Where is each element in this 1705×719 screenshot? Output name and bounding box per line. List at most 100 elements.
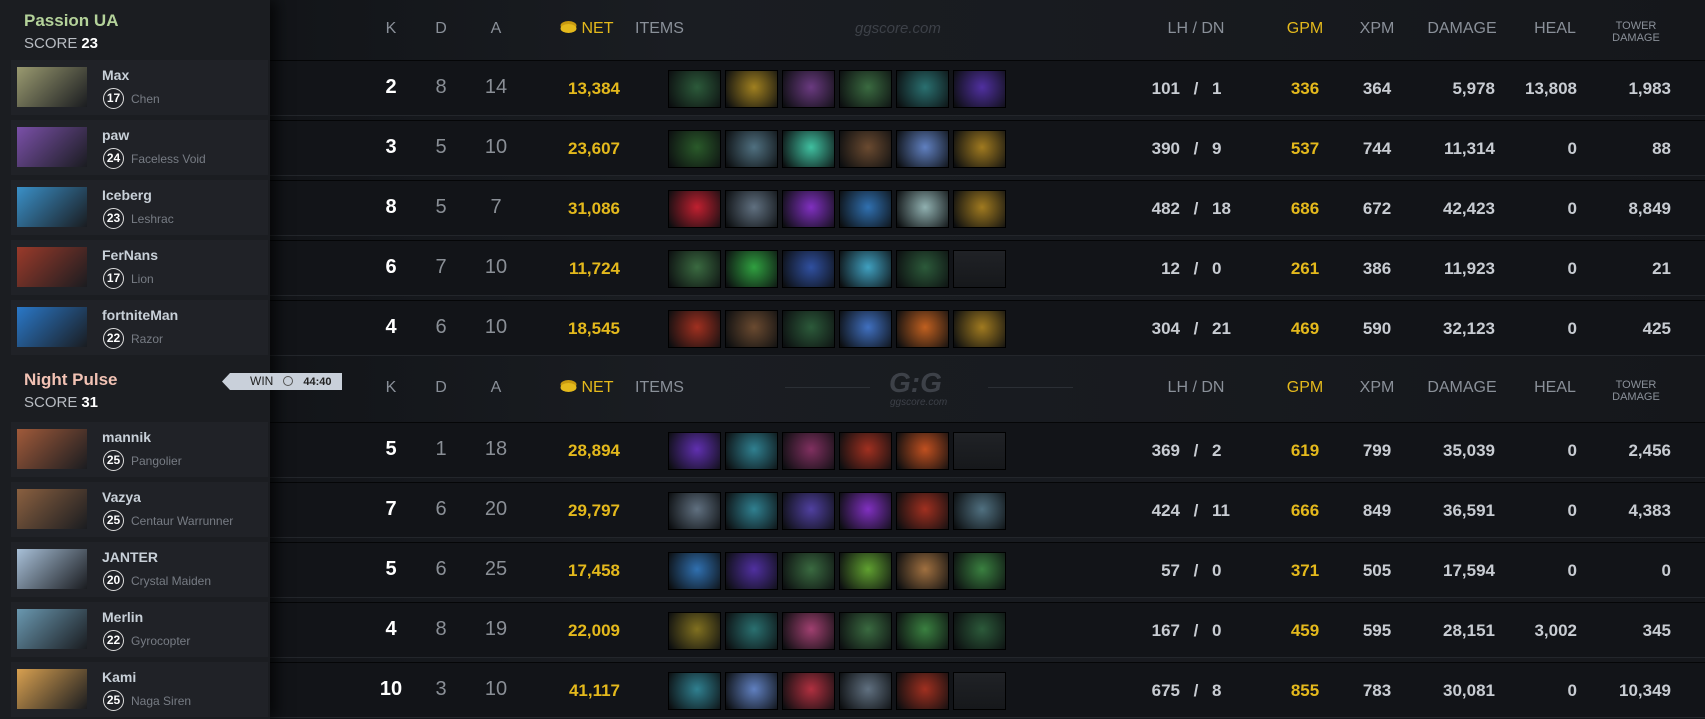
player-card[interactable]: Kami 25 Naga Siren <box>11 662 268 717</box>
item-slot[interactable] <box>725 310 778 348</box>
player-card[interactable]: FerNans 17 Lion <box>11 240 268 295</box>
item-slot[interactable] <box>725 612 778 650</box>
item-slot[interactable] <box>839 552 892 590</box>
player-card[interactable]: JANTER 20 Crystal Maiden <box>11 542 268 597</box>
item-slot[interactable] <box>953 310 1006 348</box>
player-name[interactable]: Vazya <box>102 489 141 505</box>
player-name[interactable]: Max <box>102 67 130 83</box>
item-slot[interactable] <box>725 672 778 710</box>
player-card[interactable]: paw 24 Faceless Void <box>11 120 268 175</box>
item-slot[interactable] <box>782 672 835 710</box>
team-name: Night Pulse <box>24 370 118 389</box>
item-slot[interactable] <box>839 70 892 108</box>
hero-level: 22 <box>103 630 124 651</box>
item-slot[interactable] <box>668 432 721 470</box>
item-slot[interactable] <box>782 190 835 228</box>
player-stats-row: 4 6 10 18,545 304 / 21 469 590 32,123 0 425 <box>270 300 1705 356</box>
item-slot[interactable] <box>725 70 778 108</box>
item-slot[interactable] <box>668 612 721 650</box>
deaths: 7 <box>435 256 447 278</box>
column-label: K <box>385 379 397 396</box>
item-slot[interactable] <box>896 130 949 168</box>
item-slot[interactable] <box>953 190 1006 228</box>
item-slot[interactable] <box>725 250 778 288</box>
item-slot[interactable] <box>782 250 835 288</box>
empty-item-slot <box>953 672 1006 710</box>
player-card[interactable]: Iceberg 23 Leshrac <box>11 180 268 235</box>
item-slot[interactable] <box>782 130 835 168</box>
item-slot[interactable] <box>953 552 1006 590</box>
item-slot[interactable] <box>839 130 892 168</box>
item-slot[interactable] <box>782 552 835 590</box>
item-slot[interactable] <box>896 612 949 650</box>
item-slot[interactable] <box>782 432 835 470</box>
hero-level: 25 <box>103 510 124 531</box>
item-slot[interactable] <box>896 492 949 530</box>
player-name[interactable]: paw <box>102 127 130 143</box>
team-header: Night Pulse SCORE 31 <box>24 370 118 411</box>
item-slot[interactable] <box>782 310 835 348</box>
column-items: ITEMS <box>635 379 684 397</box>
item-slot[interactable] <box>725 432 778 470</box>
item-slot[interactable] <box>668 70 721 108</box>
player-card[interactable]: Vazya 25 Centaur Warrunner <box>11 482 268 537</box>
item-slot[interactable] <box>896 250 949 288</box>
item-slot[interactable] <box>896 672 949 710</box>
item-slot[interactable] <box>782 492 835 530</box>
net-worth: 41,117 <box>568 681 620 700</box>
item-slot[interactable] <box>839 672 892 710</box>
heal: 0 <box>1567 259 1577 278</box>
assists: 10 <box>484 136 508 158</box>
column-label: DAMAGE <box>1612 391 1660 403</box>
item-slot[interactable] <box>896 552 949 590</box>
item-slot[interactable] <box>953 492 1006 530</box>
item-slot[interactable] <box>896 70 949 108</box>
item-slot[interactable] <box>668 130 721 168</box>
player-card[interactable]: Max 17 Chen <box>11 60 268 115</box>
divider <box>785 387 870 388</box>
watermark: ggscore.com <box>855 20 941 37</box>
player-card[interactable]: Merlin 22 Gyrocopter <box>11 602 268 657</box>
item-slot[interactable] <box>668 552 721 590</box>
tower-damage: 0 <box>1661 561 1671 580</box>
player-name[interactable]: JANTER <box>102 549 159 565</box>
item-slot[interactable] <box>896 432 949 470</box>
item-slot[interactable] <box>839 612 892 650</box>
player-stats-row: 3 5 10 23,607 390 / 9 537 744 11,314 0 88 <box>270 120 1705 176</box>
player-card[interactable]: fortniteMan 22 Razor <box>11 300 268 355</box>
item-slot[interactable] <box>839 492 892 530</box>
item-slot[interactable] <box>668 672 721 710</box>
item-slot[interactable] <box>839 310 892 348</box>
player-name[interactable]: Iceberg <box>102 187 152 203</box>
item-slot[interactable] <box>953 612 1006 650</box>
kills: 5 <box>385 558 397 580</box>
item-slot[interactable] <box>839 250 892 288</box>
player-name[interactable]: FerNans <box>102 247 159 263</box>
player-name[interactable]: fortniteMan <box>102 307 179 323</box>
item-slot[interactable] <box>896 310 949 348</box>
xpm: 744 <box>1362 139 1392 158</box>
item-slot[interactable] <box>782 612 835 650</box>
item-slot[interactable] <box>725 492 778 530</box>
item-slot[interactable] <box>782 70 835 108</box>
item-slot[interactable] <box>725 190 778 228</box>
item-slot[interactable] <box>953 130 1006 168</box>
player-name[interactable]: Merlin <box>102 609 144 625</box>
item-slot[interactable] <box>896 190 949 228</box>
item-slot[interactable] <box>668 310 721 348</box>
item-slot[interactable] <box>839 190 892 228</box>
player-card[interactable]: mannik 25 Pangolier <box>11 422 268 477</box>
item-slot[interactable] <box>725 130 778 168</box>
item-slot[interactable] <box>953 70 1006 108</box>
item-slot[interactable] <box>668 190 721 228</box>
item-slot[interactable] <box>839 432 892 470</box>
item-slot[interactable] <box>668 492 721 530</box>
item-slot[interactable] <box>725 552 778 590</box>
player-stats-row: 10 3 10 41,117 675 / 8 855 783 30,081 0 10,349 <box>270 662 1705 718</box>
player-name[interactable]: Kami <box>102 669 137 685</box>
player-name[interactable]: mannik <box>102 429 152 445</box>
lh-dn-separator: / <box>1193 621 1199 640</box>
item-slot[interactable] <box>668 250 721 288</box>
team-header: Passion UA SCORE 23 <box>24 11 118 52</box>
heal: 13,808 <box>1525 79 1577 98</box>
